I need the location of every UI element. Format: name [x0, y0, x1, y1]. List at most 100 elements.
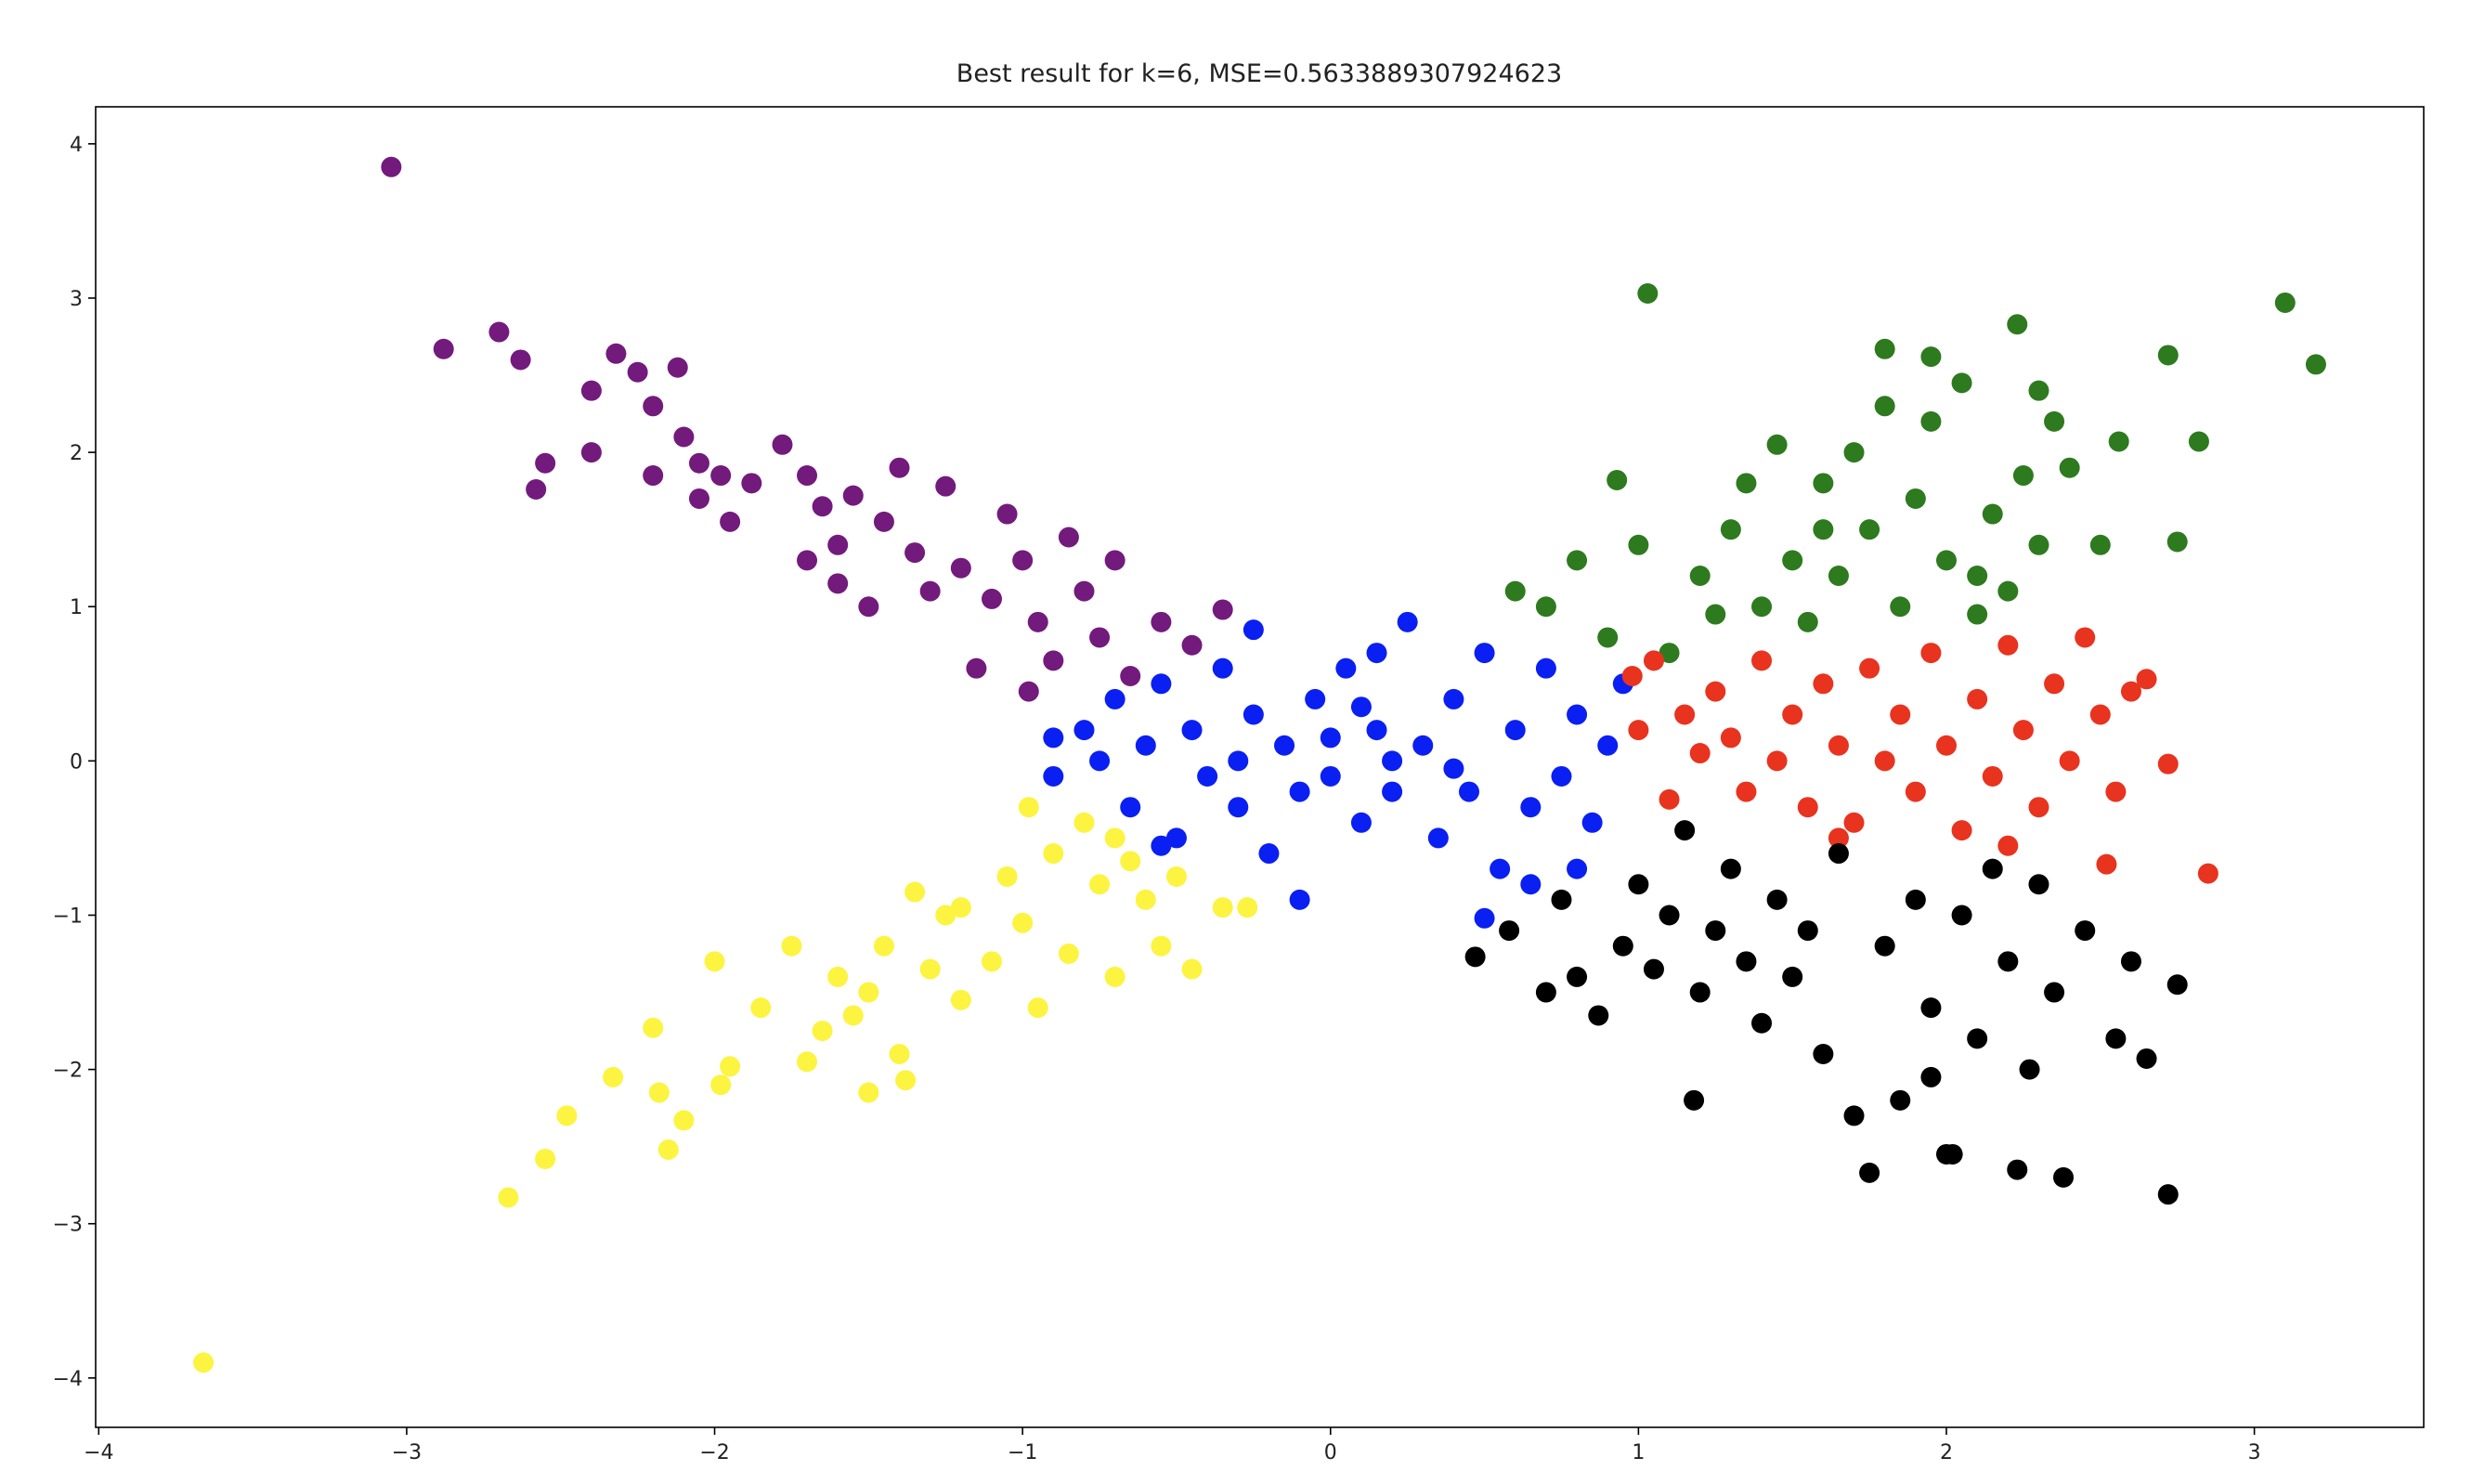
- point: [1237, 897, 1258, 918]
- x-tick-label: 1: [1632, 1441, 1645, 1464]
- point: [1890, 596, 1911, 618]
- point: [1597, 627, 1619, 648]
- point: [1828, 827, 1849, 849]
- point: [1689, 743, 1711, 764]
- point: [2166, 974, 2188, 996]
- point: [889, 1043, 910, 1064]
- point: [2044, 410, 2065, 432]
- y-tick-label: 3: [70, 288, 83, 311]
- point: [842, 1005, 864, 1026]
- y-tick-label: −2: [53, 1060, 83, 1083]
- point: [1951, 905, 1972, 926]
- point: [2007, 314, 2028, 335]
- point: [1659, 788, 1680, 810]
- point: [1736, 951, 1757, 972]
- point: [1751, 1012, 1773, 1034]
- point: [1967, 1028, 1988, 1049]
- point: [996, 503, 1018, 525]
- point: [1350, 812, 1372, 833]
- point: [1104, 550, 1125, 571]
- y-tick-label: 1: [70, 596, 83, 619]
- point: [1464, 946, 1486, 968]
- point: [1043, 765, 1064, 787]
- point: [1474, 907, 1495, 929]
- point: [643, 396, 664, 417]
- point: [2044, 982, 2065, 1003]
- point: [1151, 611, 1172, 632]
- point: [2105, 781, 2127, 802]
- point: [2096, 853, 2117, 875]
- point: [1920, 1066, 1942, 1087]
- y-tick-label: 2: [70, 442, 83, 465]
- x-tick-label: 2: [1940, 1441, 1953, 1464]
- point: [873, 935, 894, 957]
- point: [603, 1066, 624, 1087]
- point: [1843, 1105, 1865, 1126]
- point: [1165, 866, 1187, 887]
- point: [2108, 431, 2129, 452]
- point: [1951, 820, 1972, 841]
- point: [1104, 688, 1125, 709]
- point: [1581, 812, 1603, 833]
- point: [1228, 750, 1249, 772]
- point: [1843, 812, 1865, 833]
- point: [1027, 997, 1048, 1019]
- point: [1813, 673, 1834, 695]
- point: [1427, 827, 1449, 849]
- point: [657, 1139, 679, 1160]
- point: [667, 357, 688, 378]
- point: [1782, 550, 1803, 571]
- point: [858, 982, 879, 1003]
- point: [1228, 797, 1249, 818]
- point: [688, 452, 709, 474]
- point: [873, 511, 894, 532]
- point: [1504, 720, 1526, 741]
- point: [1874, 750, 1895, 772]
- point: [1012, 912, 1034, 933]
- point: [2136, 669, 2157, 690]
- point: [1935, 550, 1957, 571]
- point: [643, 1017, 664, 1038]
- point: [1135, 735, 1156, 756]
- point: [1997, 835, 2019, 856]
- point: [2044, 673, 2065, 695]
- point: [1967, 566, 1988, 587]
- point: [1920, 643, 1942, 664]
- point: [2089, 534, 2111, 555]
- point: [1535, 657, 1556, 679]
- point: [858, 1082, 879, 1103]
- point: [1043, 843, 1064, 865]
- point: [1720, 727, 1741, 749]
- point: [1751, 650, 1773, 671]
- point: [858, 596, 879, 618]
- point: [981, 951, 1002, 972]
- x-tick-label: −3: [392, 1441, 422, 1464]
- point: [1689, 982, 1711, 1003]
- point: [2157, 753, 2179, 775]
- point: [1659, 643, 1680, 664]
- point: [1151, 673, 1172, 695]
- point: [1905, 889, 1926, 910]
- point: [1120, 665, 1141, 686]
- point: [704, 951, 725, 972]
- y-tick-label: −3: [53, 1214, 83, 1237]
- point: [2136, 1048, 2157, 1069]
- point: [1520, 797, 1542, 818]
- point: [797, 550, 818, 571]
- point: [889, 457, 910, 478]
- point: [1997, 634, 2019, 656]
- point: [1920, 410, 1942, 432]
- point: [1607, 470, 1628, 491]
- point: [710, 465, 732, 487]
- point: [1104, 966, 1125, 987]
- point: [750, 997, 772, 1019]
- point: [2157, 1184, 2179, 1205]
- point: [1151, 835, 1172, 856]
- point: [2197, 863, 2218, 884]
- point: [904, 542, 926, 564]
- point: [1289, 781, 1310, 802]
- point: [2028, 874, 2049, 895]
- chart-title: Best result for k=6, MSE=0.5633889307924…: [956, 59, 1562, 88]
- point: [1859, 519, 1880, 540]
